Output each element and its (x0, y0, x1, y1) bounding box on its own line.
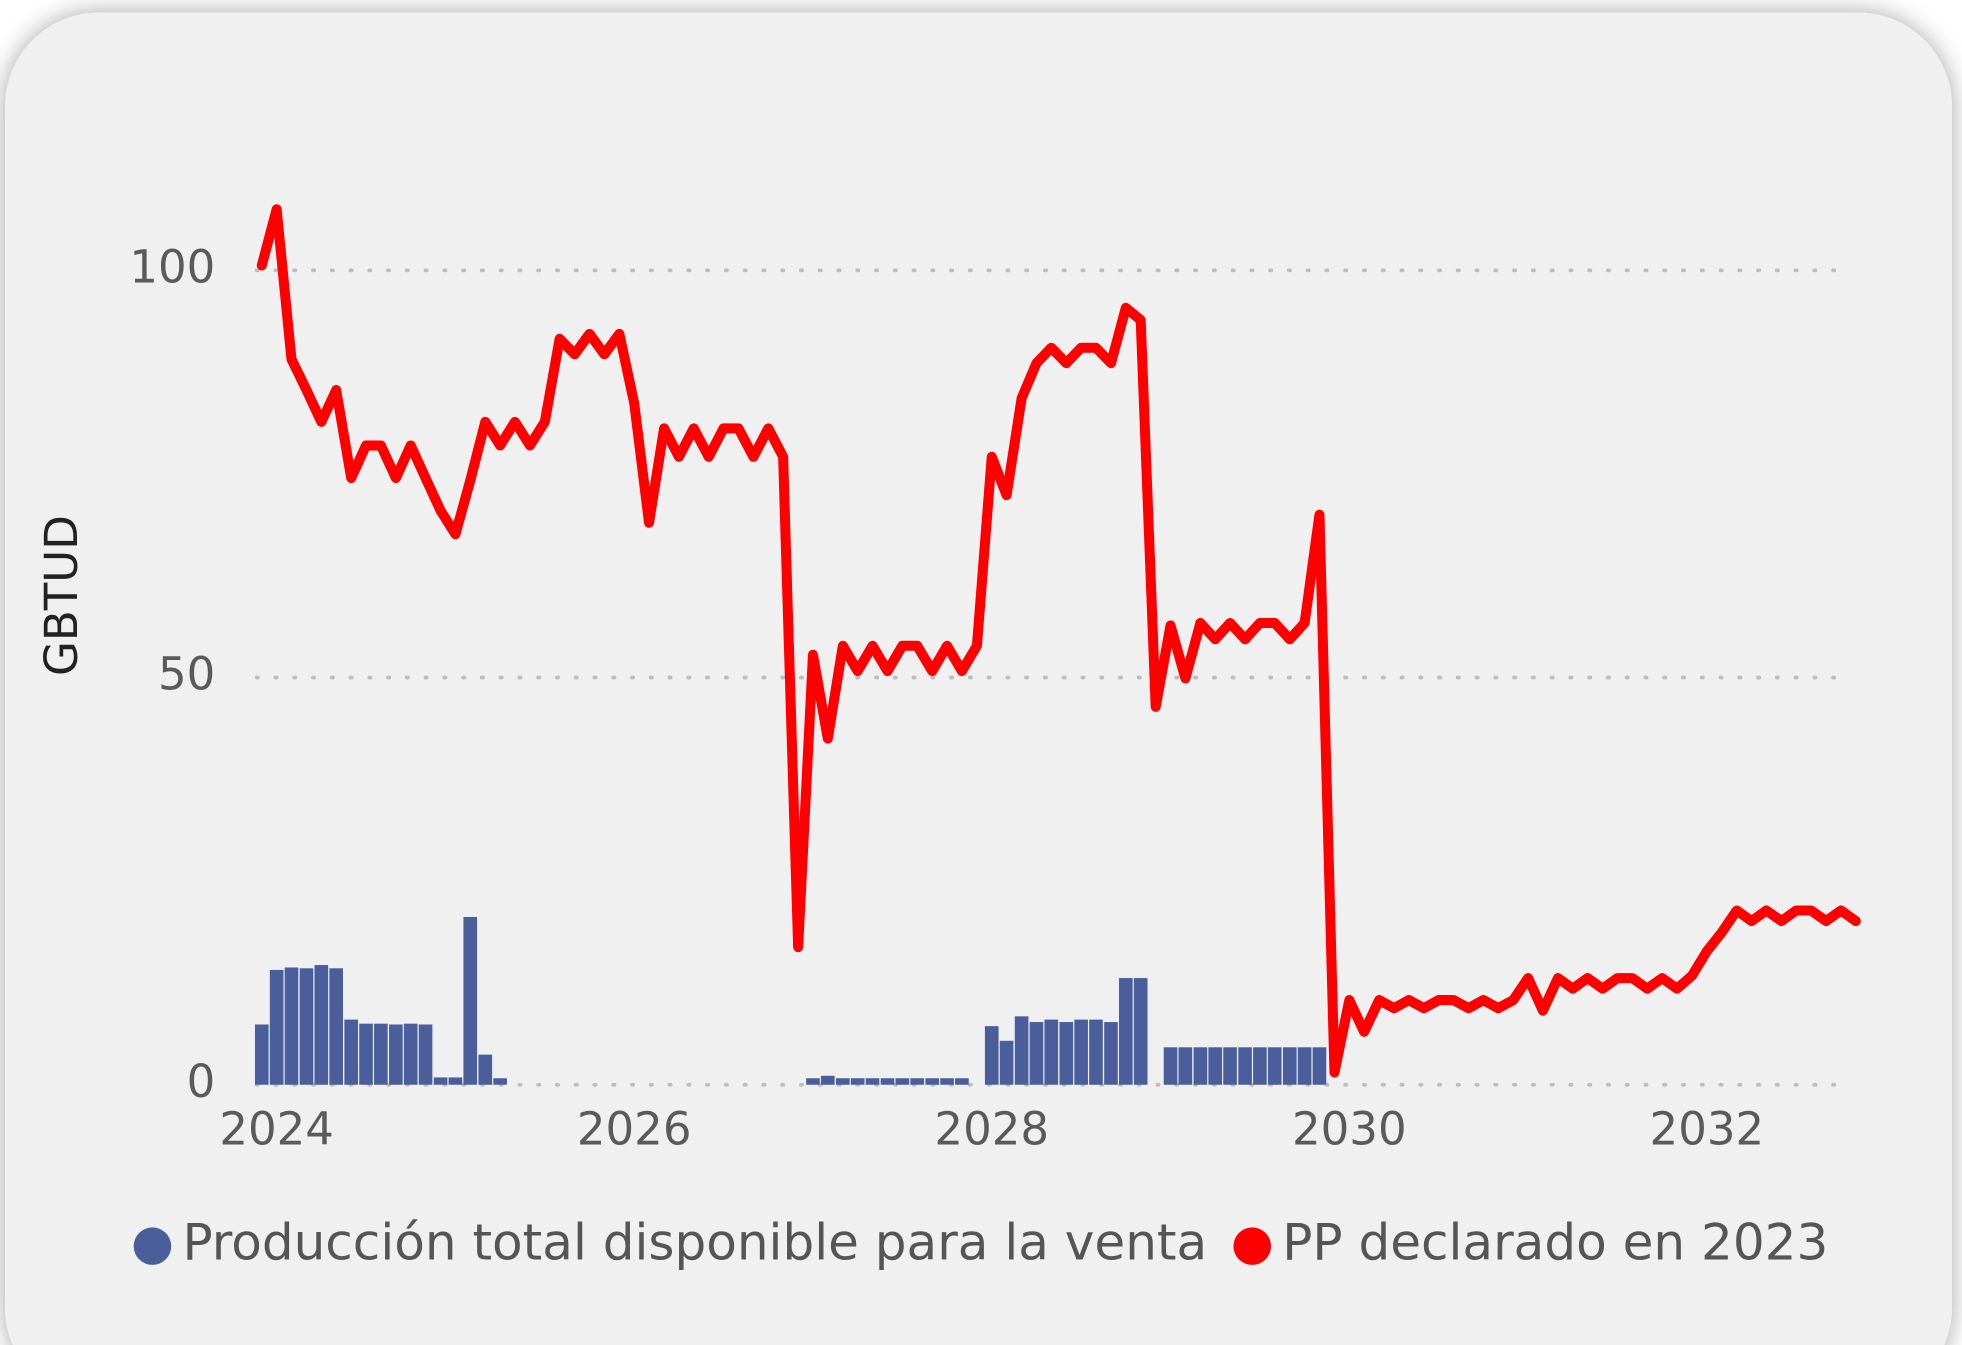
y-tick-label: 0 (187, 1055, 216, 1108)
bar (1089, 1019, 1103, 1085)
x-tick-label: 2032 (1650, 1102, 1765, 1155)
bar (1044, 1019, 1059, 1085)
bar (329, 968, 343, 1085)
bar (478, 1054, 493, 1085)
bar (433, 1077, 448, 1085)
bar (1014, 1016, 1029, 1085)
bar (1104, 1022, 1118, 1085)
bar (1163, 1047, 1178, 1085)
legend: Producción total disponible para la vent… (133, 1214, 1828, 1272)
bar (1297, 1047, 1312, 1085)
bar (836, 1078, 850, 1085)
bar (1193, 1047, 1208, 1085)
bar (1267, 1047, 1282, 1085)
bar (1312, 1047, 1327, 1085)
bar (1253, 1047, 1267, 1085)
x-tick-label: 2030 (1292, 1102, 1407, 1155)
y-tick-label: 100 (129, 240, 215, 293)
legend-label: Producción total disponible para la vent… (182, 1214, 1207, 1272)
bar (254, 1024, 269, 1085)
bar (1119, 978, 1133, 1085)
bar (955, 1078, 969, 1085)
bar (806, 1078, 820, 1085)
bar (940, 1078, 954, 1085)
x-tick-label: 2024 (219, 1102, 334, 1155)
bar (418, 1024, 433, 1085)
bar (269, 969, 284, 1085)
x-tick-label: 2028 (934, 1102, 1049, 1155)
bar (403, 1023, 418, 1085)
bar (999, 1040, 1014, 1085)
bar (1029, 1022, 1044, 1085)
y-axis-label: GBTUD (35, 515, 88, 676)
bar (850, 1078, 865, 1085)
bar (314, 965, 329, 1085)
bar (1208, 1047, 1223, 1085)
bar (374, 1023, 388, 1085)
bar (389, 1024, 403, 1085)
bar (820, 1075, 835, 1085)
legend-label: PP declarado en 2023 (1282, 1214, 1828, 1272)
bar (493, 1078, 507, 1085)
bar (463, 916, 478, 1085)
bar (1133, 978, 1148, 1085)
y-tick-label: 50 (158, 648, 215, 701)
bar (895, 1078, 910, 1085)
bar (1059, 1022, 1074, 1085)
bar (910, 1078, 925, 1085)
bar (925, 1078, 940, 1085)
bar (1223, 1047, 1237, 1085)
bar (1238, 1047, 1252, 1085)
bar (344, 1019, 359, 1085)
bar (299, 968, 314, 1085)
line (256, 204, 1861, 1078)
bar (1178, 1047, 1193, 1085)
bar (1074, 1019, 1088, 1085)
x-tick-label: 2026 (577, 1102, 692, 1155)
legend-marker (1233, 1227, 1271, 1265)
bar (865, 1078, 880, 1085)
bar (284, 967, 299, 1085)
bar (984, 1026, 999, 1085)
bar (880, 1078, 895, 1085)
bar (359, 1023, 373, 1085)
bar (1282, 1047, 1297, 1085)
legend-marker (133, 1227, 172, 1265)
bar (448, 1077, 463, 1085)
